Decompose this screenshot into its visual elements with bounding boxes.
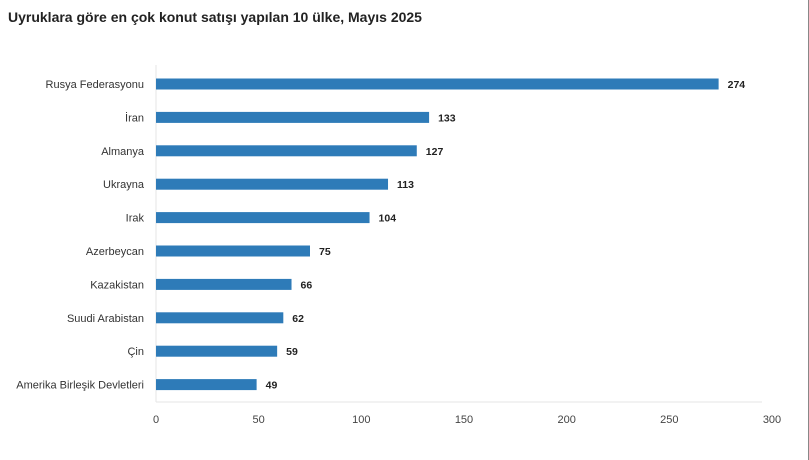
- x-tick-label: 50: [253, 414, 265, 426]
- data-label: 62: [292, 313, 304, 325]
- x-tick-label: 200: [557, 414, 575, 426]
- category-label: Çin: [127, 346, 144, 358]
- data-label: 274: [728, 79, 746, 91]
- data-label: 104: [379, 213, 397, 225]
- x-tick-label: 100: [352, 414, 370, 426]
- x-tick-label: 250: [660, 414, 678, 426]
- data-label: 66: [301, 279, 313, 291]
- category-label: Azerbeycan: [86, 246, 144, 258]
- category-label: Suudi Arabistan: [67, 313, 144, 325]
- data-label: 127: [426, 146, 444, 158]
- category-label: Kazakistan: [90, 279, 144, 291]
- category-label: Almanya: [101, 146, 145, 158]
- chart-title: Uyruklara göre en çok konut satışı yapıl…: [8, 9, 422, 25]
- bar: [156, 111, 430, 123]
- bar: [156, 212, 370, 224]
- bar: [156, 379, 257, 391]
- data-label: 75: [319, 246, 331, 258]
- bar: [156, 345, 278, 357]
- data-label: 133: [438, 112, 456, 124]
- bar: [156, 78, 719, 90]
- bar: [156, 312, 284, 324]
- bar: [156, 245, 310, 257]
- x-tick-label: 300: [763, 414, 781, 426]
- data-label: 59: [286, 346, 298, 358]
- category-label: Irak: [126, 213, 145, 225]
- data-label: 113: [397, 179, 414, 191]
- category-label: İran: [125, 111, 144, 124]
- category-label: Ukrayna: [103, 179, 145, 191]
- bar: [156, 178, 389, 190]
- category-label: Amerika Birleşik Devletleri: [16, 380, 144, 392]
- bar: [156, 145, 417, 157]
- data-label: 49: [266, 380, 278, 392]
- x-tick-label: 150: [455, 414, 473, 426]
- bar: [156, 278, 292, 290]
- category-label: Rusya Federasyonu: [46, 79, 144, 91]
- x-tick-label: 0: [153, 414, 159, 426]
